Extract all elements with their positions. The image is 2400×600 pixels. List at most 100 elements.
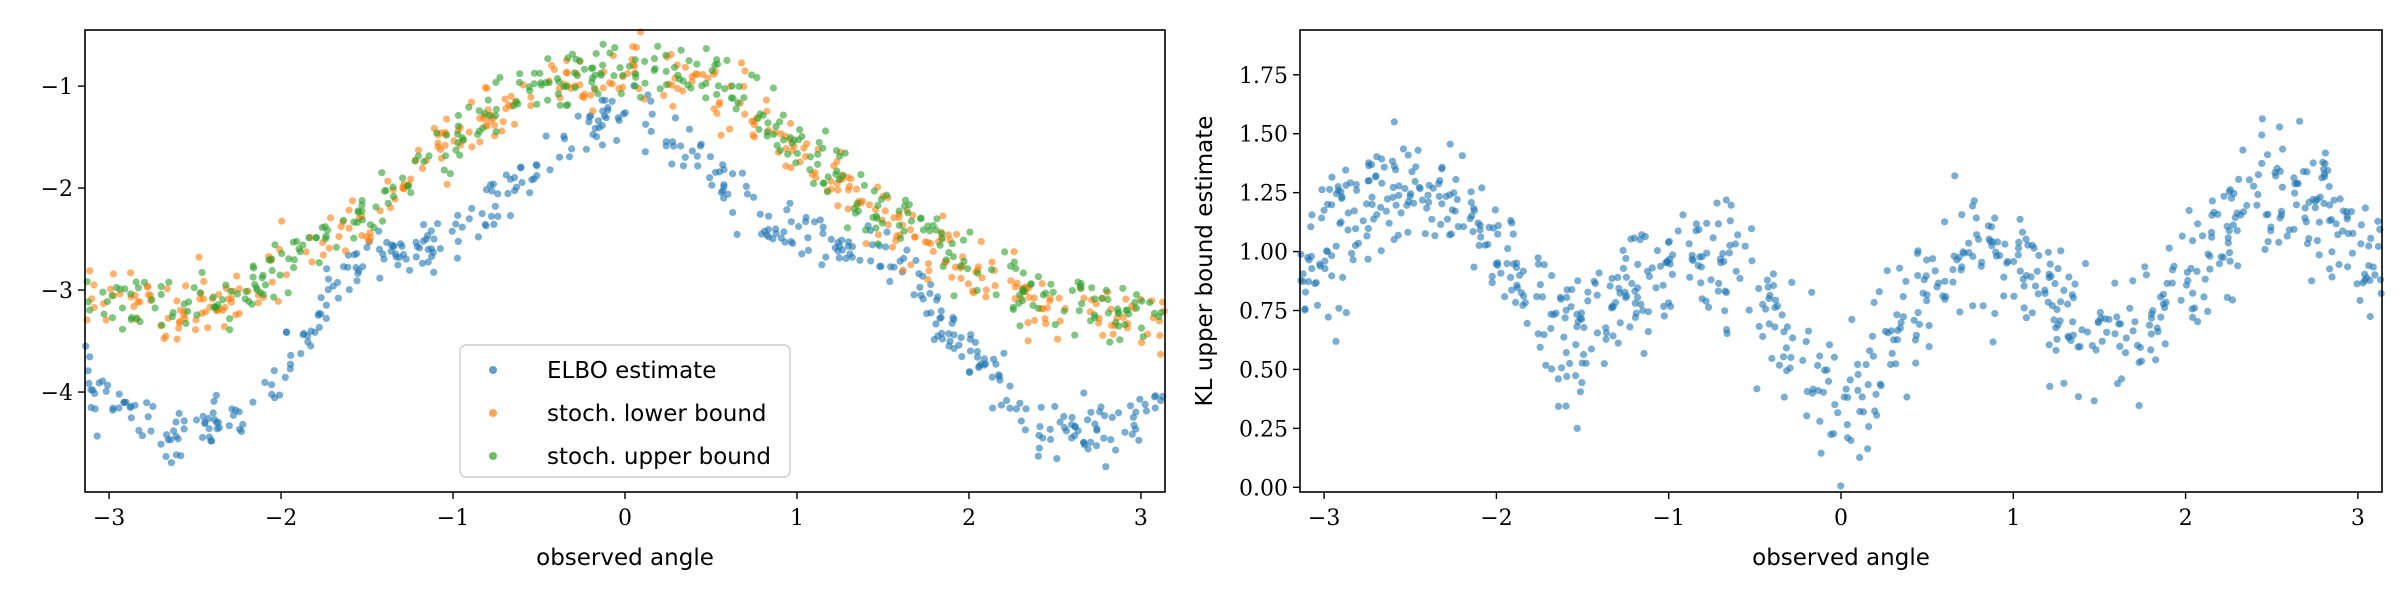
data-point	[704, 74, 712, 82]
data-point	[448, 227, 456, 235]
data-point	[2243, 201, 2251, 210]
data-point	[284, 289, 292, 297]
data-point	[740, 94, 748, 102]
data-point	[681, 63, 690, 71]
data-point	[1508, 286, 1516, 294]
data-point	[1328, 201, 1336, 209]
data-point	[787, 218, 795, 226]
data-point	[484, 96, 492, 104]
data-point	[632, 70, 640, 78]
data-point	[1377, 203, 1385, 211]
data-point	[1666, 260, 1674, 268]
data-point	[948, 240, 956, 248]
data-point	[199, 412, 207, 420]
data-point	[933, 215, 941, 223]
data-point	[2133, 341, 2142, 349]
data-point	[713, 90, 721, 98]
data-point	[932, 320, 940, 328]
data-point	[337, 223, 345, 231]
data-point	[2194, 318, 2202, 326]
data-point	[195, 253, 203, 261]
data-point	[1899, 293, 1907, 301]
data-point	[172, 418, 180, 426]
data-point	[434, 220, 442, 228]
data-point	[1619, 264, 1627, 272]
data-point	[201, 418, 209, 426]
data-point	[182, 319, 190, 327]
data-point	[1614, 273, 1622, 281]
data-point	[923, 310, 931, 318]
data-point	[964, 280, 973, 288]
y-tick-label: 0.25	[1239, 417, 1288, 442]
data-point	[158, 321, 166, 329]
data-point	[128, 314, 136, 322]
data-point	[1640, 349, 1648, 358]
data-point	[2076, 343, 2084, 351]
data-point	[732, 105, 740, 113]
data-point	[554, 90, 562, 98]
data-point	[881, 207, 889, 215]
data-point	[1590, 277, 1598, 285]
data-point	[1003, 396, 1011, 404]
data-point	[1019, 285, 1027, 293]
data-point	[198, 268, 206, 277]
data-point	[515, 78, 524, 87]
data-point	[2057, 247, 2065, 255]
data-point	[144, 413, 152, 421]
data-point	[164, 436, 172, 444]
data-point	[199, 295, 208, 303]
data-point	[2336, 195, 2344, 203]
data-point	[1477, 233, 1485, 241]
data-point	[1562, 349, 1570, 357]
data-point	[1324, 313, 1332, 321]
data-point	[1633, 284, 1642, 292]
data-point	[1051, 402, 1059, 411]
data-point	[465, 128, 473, 136]
data-point	[1870, 298, 1878, 307]
data-point	[204, 324, 212, 332]
data-point	[213, 425, 221, 433]
data-point	[86, 353, 94, 361]
data-point	[2316, 193, 2324, 201]
data-point	[1773, 302, 1782, 310]
data-point	[1965, 249, 1973, 257]
data-point	[1896, 324, 1904, 332]
data-point	[2163, 279, 2171, 287]
data-point	[769, 84, 778, 92]
data-point	[1106, 338, 1114, 346]
data-point	[1385, 219, 1393, 227]
data-point	[948, 273, 956, 281]
data-point	[1116, 336, 1124, 344]
data-point	[1068, 286, 1076, 295]
data-point	[2353, 280, 2361, 288]
data-point	[2052, 346, 2060, 354]
data-point	[411, 157, 419, 165]
data-point	[977, 238, 985, 246]
data-point	[454, 237, 462, 245]
data-point	[988, 373, 996, 381]
data-point	[1732, 267, 1740, 275]
data-point	[1719, 250, 1727, 258]
data-point	[1563, 372, 1571, 380]
data-point	[1060, 412, 1068, 421]
data-point	[157, 440, 165, 448]
data-point	[2374, 242, 2382, 251]
data-point	[443, 180, 451, 188]
data-point	[1609, 332, 1617, 340]
x-tick-label: 1	[2006, 506, 2020, 531]
data-point	[996, 376, 1004, 384]
data-point	[1540, 331, 1548, 339]
data-point	[2271, 169, 2279, 177]
data-point	[1102, 463, 1110, 471]
data-point	[1337, 218, 1345, 226]
data-point	[836, 152, 844, 160]
data-point	[1759, 300, 1767, 308]
data-point	[2239, 146, 2247, 154]
data-point	[290, 264, 298, 272]
data-point	[650, 55, 659, 63]
data-point	[1320, 206, 1328, 214]
data-point	[2083, 328, 2092, 336]
data-point	[112, 283, 120, 292]
data-point	[2057, 298, 2065, 306]
data-point	[1390, 235, 1398, 244]
